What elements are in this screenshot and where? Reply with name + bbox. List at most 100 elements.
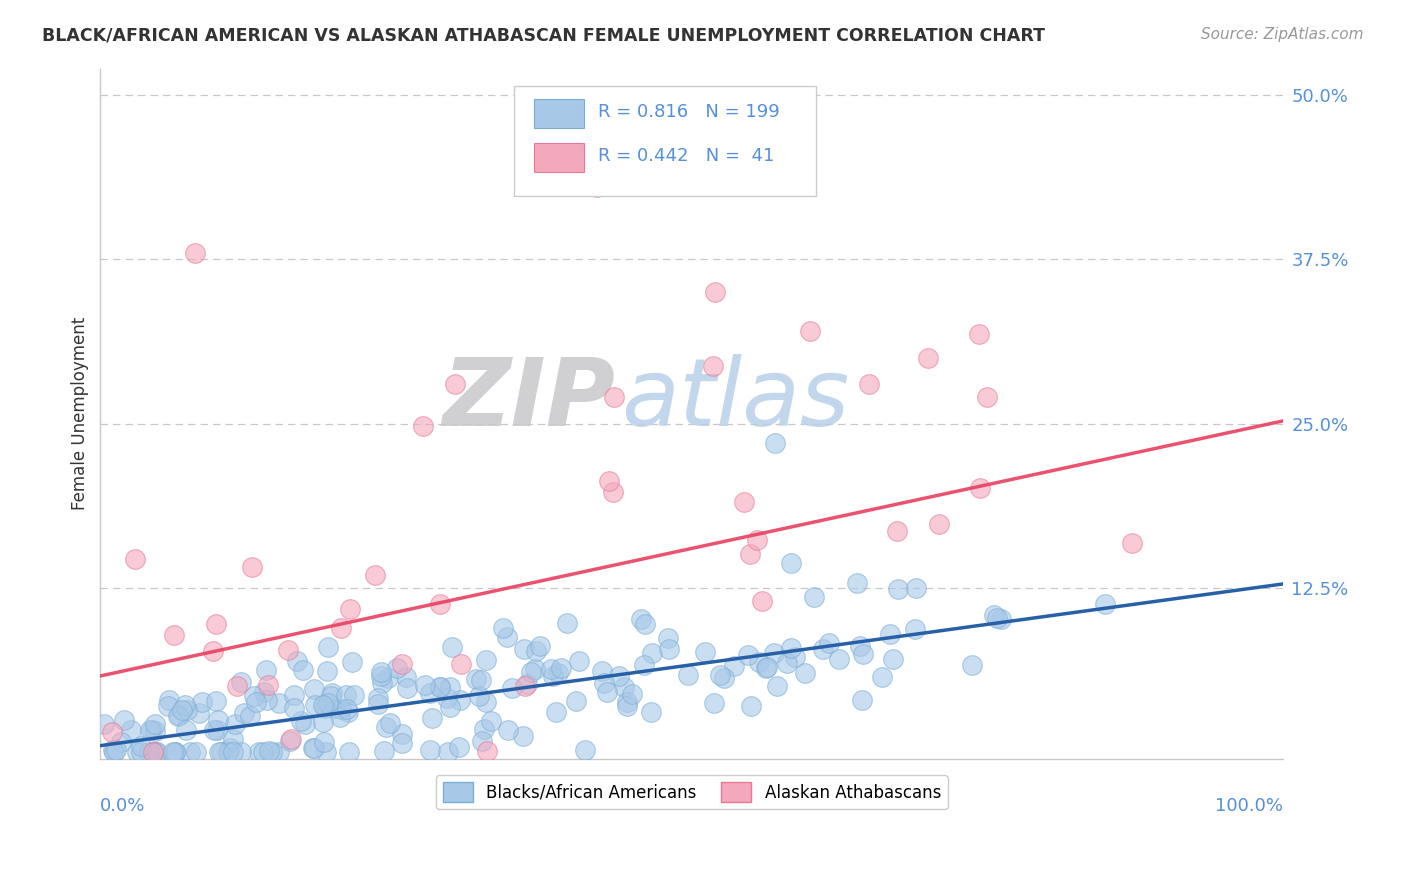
Point [217, 745, 239, 759]
Text: 100.0%: 100.0% [1215, 797, 1284, 814]
Point [93, 717, 115, 731]
Point [226, 679, 249, 693]
Point [377, 671, 399, 685]
Point [437, 745, 460, 759]
Point [496, 630, 519, 644]
Point [986, 611, 1008, 625]
Point [852, 647, 875, 661]
Point [375, 721, 398, 735]
Point [105, 743, 128, 757]
Point [565, 694, 588, 708]
Point [547, 666, 569, 681]
Point [766, 680, 789, 694]
Point [367, 698, 389, 712]
Point [391, 736, 413, 750]
Point [803, 590, 825, 604]
Point [280, 731, 302, 746]
Point [574, 742, 596, 756]
Point [209, 745, 232, 759]
Point [239, 709, 262, 723]
Point [323, 701, 346, 715]
Point [304, 698, 326, 712]
Point [513, 641, 536, 656]
Point [318, 640, 340, 654]
Point [290, 714, 312, 728]
Point [321, 686, 343, 700]
Point [602, 390, 624, 404]
Point [704, 285, 727, 299]
Point [444, 377, 467, 392]
Point [513, 679, 536, 693]
Point [546, 705, 568, 719]
Point [657, 631, 679, 645]
Point [167, 708, 190, 723]
Point [976, 390, 998, 404]
Point [162, 745, 184, 759]
Point [145, 723, 167, 738]
Point [103, 745, 125, 759]
Point [676, 667, 699, 681]
Point [131, 739, 153, 753]
Point [301, 740, 323, 755]
Point [224, 717, 246, 731]
Point [818, 636, 841, 650]
Point [845, 576, 868, 591]
Point [887, 582, 910, 596]
Point [191, 696, 214, 710]
FancyBboxPatch shape [515, 86, 815, 196]
Point [342, 655, 364, 669]
Point [205, 617, 228, 632]
Point [811, 641, 834, 656]
Point [391, 657, 413, 672]
Point [740, 698, 762, 713]
Point [472, 722, 495, 736]
Point [498, 723, 520, 737]
Point [231, 745, 253, 759]
Point [475, 653, 498, 667]
Point [312, 698, 335, 713]
Point [127, 745, 149, 759]
Point [586, 179, 609, 194]
Point [849, 639, 872, 653]
Point [173, 698, 195, 712]
Point [723, 659, 745, 673]
Point [413, 678, 436, 692]
Point [336, 705, 359, 719]
Point [240, 560, 263, 574]
Point [870, 670, 893, 684]
Point [634, 616, 657, 631]
Point [141, 723, 163, 738]
Point [439, 680, 461, 694]
Point [260, 745, 283, 759]
Point [780, 641, 803, 656]
Point [763, 646, 786, 660]
Point [748, 655, 770, 669]
Point [229, 674, 252, 689]
Point [858, 377, 880, 392]
Point [139, 723, 162, 737]
Point [969, 481, 991, 495]
Point [169, 707, 191, 722]
Point [523, 661, 546, 675]
Point [429, 680, 451, 694]
Point [335, 689, 357, 703]
Point [221, 731, 243, 746]
Point [799, 325, 821, 339]
Legend: Blacks/African Americans, Alaskan Athabascans: Blacks/African Americans, Alaskan Athaba… [436, 775, 948, 809]
Point [794, 665, 817, 680]
Point [501, 681, 523, 696]
Point [121, 723, 143, 738]
Point [112, 714, 135, 728]
Point [613, 680, 636, 694]
Point [512, 729, 534, 743]
Point [479, 714, 502, 728]
Point [304, 681, 326, 696]
Point [165, 745, 187, 759]
Point [254, 663, 277, 677]
Point [179, 745, 201, 759]
Point [314, 700, 336, 714]
Point [330, 702, 353, 716]
Point [609, 668, 631, 682]
Point [412, 419, 434, 434]
Point [475, 695, 498, 709]
